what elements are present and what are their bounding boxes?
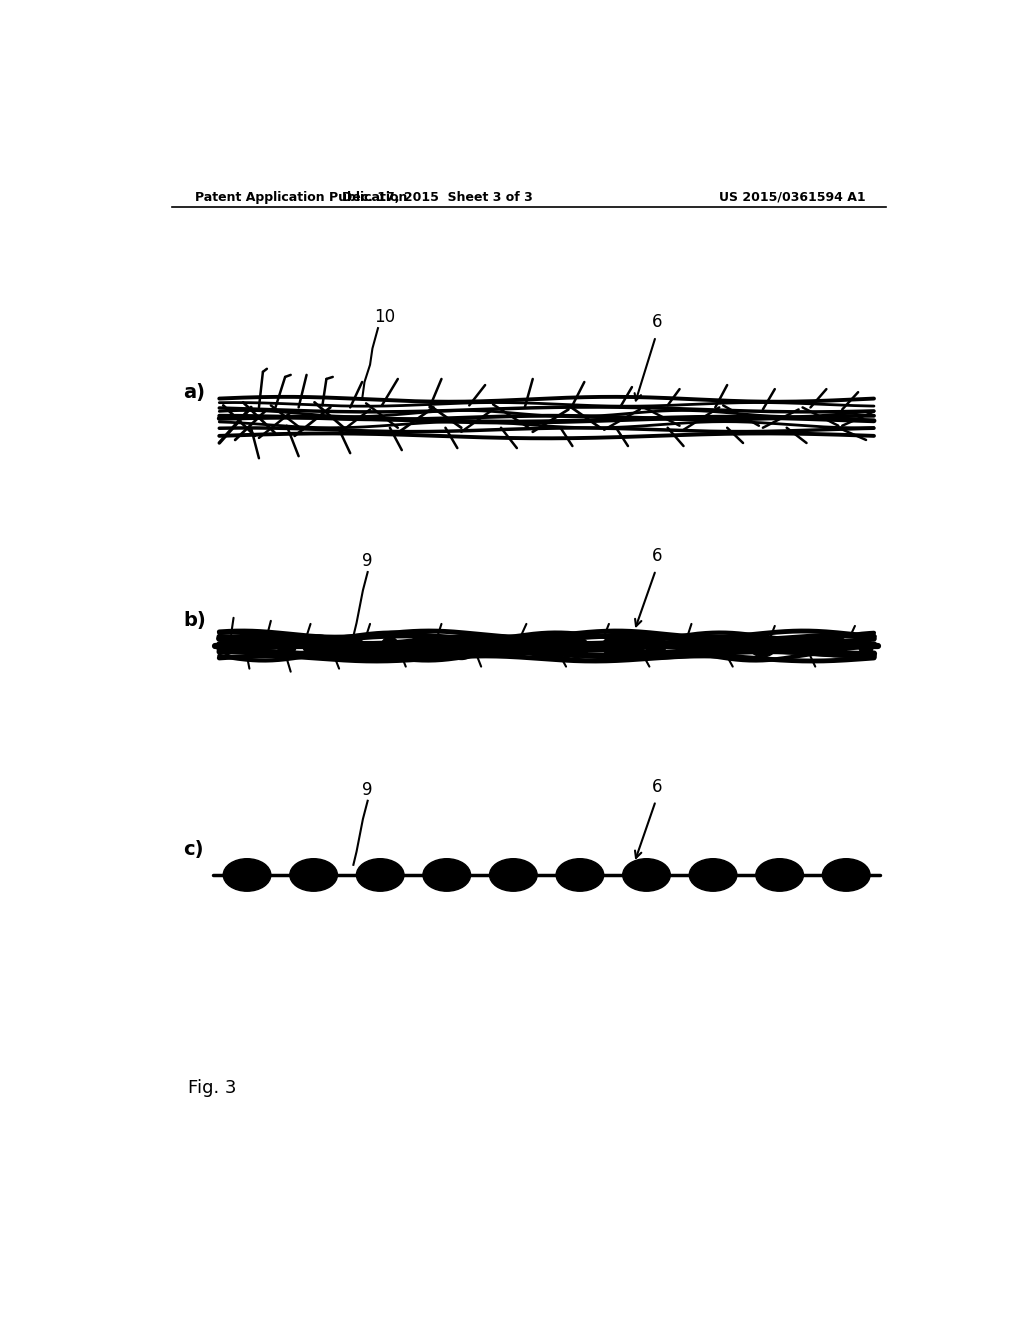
Ellipse shape — [822, 859, 870, 891]
Text: Dec. 17, 2015  Sheet 3 of 3: Dec. 17, 2015 Sheet 3 of 3 — [342, 190, 532, 203]
Ellipse shape — [356, 859, 404, 891]
Ellipse shape — [254, 640, 268, 655]
Text: c): c) — [183, 840, 204, 859]
Text: 6: 6 — [652, 777, 663, 796]
Text: 6: 6 — [652, 546, 663, 565]
Ellipse shape — [219, 638, 234, 655]
Text: Fig. 3: Fig. 3 — [187, 1080, 236, 1097]
Ellipse shape — [821, 636, 848, 656]
Ellipse shape — [539, 638, 555, 655]
Ellipse shape — [223, 859, 270, 891]
Ellipse shape — [499, 636, 519, 655]
Ellipse shape — [859, 640, 873, 655]
Ellipse shape — [423, 859, 471, 891]
Ellipse shape — [382, 638, 398, 653]
Text: 9: 9 — [362, 552, 373, 570]
Ellipse shape — [750, 636, 776, 657]
Text: 10: 10 — [374, 308, 395, 326]
Ellipse shape — [756, 859, 804, 891]
Ellipse shape — [446, 635, 476, 660]
Ellipse shape — [240, 638, 252, 651]
Ellipse shape — [679, 636, 703, 656]
Ellipse shape — [290, 859, 338, 891]
Ellipse shape — [602, 636, 630, 657]
Ellipse shape — [720, 639, 739, 656]
Text: a): a) — [183, 383, 206, 401]
Ellipse shape — [623, 859, 671, 891]
Ellipse shape — [787, 636, 810, 655]
Text: US 2015/0361594 A1: US 2015/0361594 A1 — [720, 190, 866, 203]
Ellipse shape — [410, 636, 434, 656]
Ellipse shape — [278, 635, 296, 655]
Ellipse shape — [303, 635, 334, 657]
Text: 9: 9 — [362, 780, 373, 799]
Text: b): b) — [183, 611, 206, 631]
Ellipse shape — [689, 859, 737, 891]
Ellipse shape — [564, 638, 589, 657]
Ellipse shape — [645, 636, 667, 655]
Ellipse shape — [556, 859, 604, 891]
Ellipse shape — [343, 639, 366, 656]
Ellipse shape — [489, 859, 538, 891]
Text: 6: 6 — [652, 313, 663, 331]
Text: Patent Application Publication: Patent Application Publication — [196, 190, 408, 203]
